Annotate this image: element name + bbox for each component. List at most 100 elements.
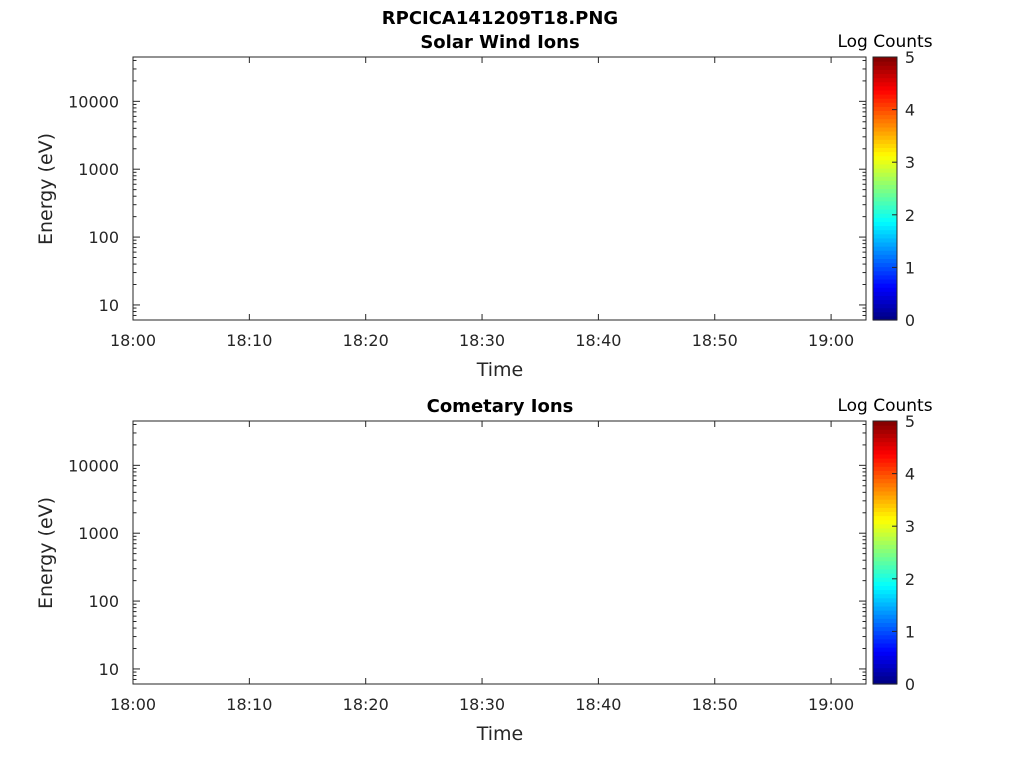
colorbar-segment: [873, 229, 897, 235]
colorbar-segment: [873, 233, 897, 239]
colorbar-segment: [873, 425, 897, 430]
colorbar-segment: [873, 593, 897, 599]
colorbar-segment: [873, 65, 897, 70]
colorbar-segment: [873, 130, 897, 136]
colorbar-segment: [873, 462, 897, 467]
colorbar-segment: [873, 614, 897, 619]
plot-frame: [132, 420, 867, 685]
colorbar-segment: [873, 597, 897, 603]
colorbar-segment: [873, 266, 897, 272]
colorbar-segment: [873, 61, 897, 66]
x-tick-label: 18:20: [343, 331, 389, 350]
colorbar-tick-label: 4: [905, 465, 915, 484]
colorbar-segment: [873, 445, 897, 451]
colorbar-segment: [873, 482, 897, 488]
x-tick-label: 18:40: [575, 695, 621, 714]
colorbar-segment: [873, 283, 897, 288]
colorbar-segment: [873, 618, 897, 623]
y-tick-label: 10: [99, 660, 119, 679]
colorbar-segment: [873, 217, 897, 222]
x-tick-label: 18:10: [226, 695, 272, 714]
colorbar-segment: [873, 486, 897, 492]
colorbar-frame: [872, 56, 898, 321]
colorbar-segment: [873, 605, 897, 611]
colorbar-segment: [873, 556, 897, 562]
colorbar-segment: [873, 274, 897, 280]
colorbar-segment: [873, 106, 897, 112]
colorbar-tick-label: 2: [905, 570, 915, 589]
colorbar-tick-label: 0: [905, 675, 915, 694]
colorbar-segment: [873, 311, 897, 317]
colorbar-segment: [873, 494, 897, 500]
colorbar-segment: [873, 291, 897, 296]
colorbar-segment: [873, 262, 897, 268]
colorbar-segment: [873, 254, 897, 259]
solar-wind-title: Solar Wind Ions: [420, 32, 579, 53]
x-tick-label: 18:50: [692, 695, 738, 714]
colorbar-segment: [873, 527, 897, 533]
x-tick-label: 19:00: [808, 331, 854, 350]
colorbar-segment: [873, 250, 897, 255]
colorbar-segment: [873, 151, 897, 157]
colorbar-segment: [873, 93, 897, 99]
solar-wind-axes: 18:00 18:10 18:20 18:30 18:40 18:50 19:00 10 100…: [68, 56, 867, 350]
colorbar-segment: [873, 671, 897, 677]
solar-wind-x-label: Time: [476, 359, 524, 381]
colorbar-segment: [873, 544, 897, 549]
colorbar-segment: [873, 184, 897, 190]
colorbar-segment: [873, 163, 897, 169]
colorbar-segment: [873, 622, 897, 628]
colorbar-segment: [873, 675, 897, 681]
colorbar-segment: [873, 663, 897, 669]
colorbar-segment: [873, 57, 897, 62]
cometary-axes: 18:00 18:10 18:20 18:30 18:40 18:50 19:00 10 100…: [68, 420, 867, 714]
colorbar-segment: [873, 246, 897, 251]
colorbar-frame: [872, 420, 898, 685]
colorbar-segment: [873, 180, 897, 185]
colorbar-tick-label: 3: [905, 153, 915, 172]
colorbar-segment: [873, 573, 897, 578]
x-tick-label: 18:00: [110, 331, 156, 350]
colorbar-segment: [873, 560, 897, 566]
colorbar-segment: [873, 102, 897, 107]
colorbar-tick-label: 2: [905, 206, 915, 225]
plot-frame: [132, 56, 867, 321]
colorbar-segment: [873, 81, 897, 87]
colorbar-segment: [873, 295, 897, 301]
colorbar-segment: [873, 192, 897, 198]
colorbar-segment: [873, 630, 897, 636]
colorbar-segment: [873, 659, 897, 665]
colorbar-segment: [873, 515, 897, 521]
y-tick-label: 1000: [78, 160, 119, 179]
colorbar-segment: [873, 196, 897, 202]
colorbar-segment: [873, 147, 897, 153]
colorbar-segment: [873, 98, 897, 103]
colorbar-segment: [873, 315, 897, 321]
colorbar-segment: [873, 441, 897, 447]
colorbar-segment: [873, 647, 897, 652]
colorbar-segment: [873, 73, 897, 79]
colorbar-segment: [873, 209, 897, 214]
cometary-panel: Cometary Ions 18:00 18:10 18:20 18:30 18:40 1…: [35, 396, 933, 745]
colorbar-segment: [873, 651, 897, 656]
colorbar-segment: [873, 634, 897, 640]
colorbar-segment: [873, 601, 897, 607]
colorbar-segment: [873, 114, 897, 120]
colorbar-segment: [873, 589, 897, 595]
colorbar-segment: [873, 519, 897, 525]
colorbar-segment: [873, 453, 897, 459]
colorbar-segment: [873, 536, 897, 541]
colorbar-segment: [873, 490, 897, 496]
cometary-x-label: Time: [476, 723, 524, 745]
colorbar-segment: [873, 457, 897, 463]
colorbar-segment: [873, 287, 897, 292]
colorbar-segment: [873, 429, 897, 434]
colorbar-segment: [873, 449, 897, 455]
colorbar-segment: [873, 474, 897, 480]
colorbar-tick-label: 0: [905, 311, 915, 330]
colorbar-tick-label: 1: [905, 258, 915, 277]
colorbar-tick-label: 5: [905, 48, 915, 67]
solar-wind-y-label: Energy (eV): [35, 133, 57, 245]
cometary-title: Cometary Ions: [427, 396, 574, 417]
colorbar-segment: [873, 470, 897, 476]
